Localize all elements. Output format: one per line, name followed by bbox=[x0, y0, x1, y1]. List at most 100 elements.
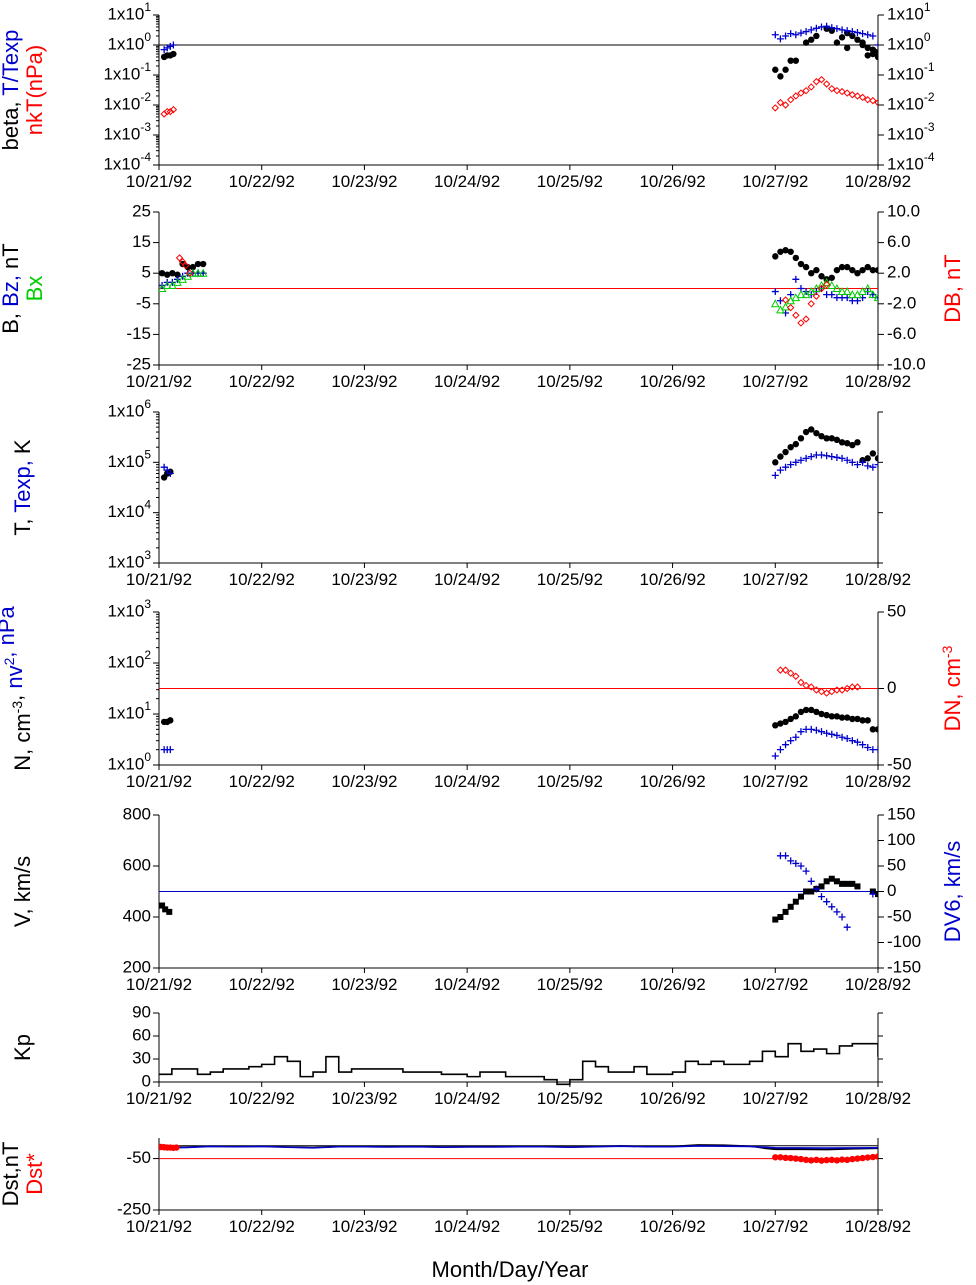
data-point bbox=[786, 669, 795, 677]
right-y-tick-label: -150 bbox=[887, 957, 921, 976]
data-point bbox=[828, 1156, 835, 1164]
data-point bbox=[849, 32, 856, 40]
data-point bbox=[802, 263, 810, 271]
right-y-tick-label: 150 bbox=[887, 804, 915, 823]
data-point bbox=[874, 746, 878, 754]
data-point bbox=[833, 713, 841, 720]
x-tick-label: 10/24/92 bbox=[434, 570, 500, 589]
data-point bbox=[838, 733, 846, 741]
data-point bbox=[772, 253, 779, 260]
chart-panel-7: 10/21/92 10/22/92 10/23/92 10/24/92 10/25/92… bbox=[0, 1138, 911, 1236]
x-tick-label: 10/27/92 bbox=[742, 172, 808, 191]
data-point bbox=[807, 26, 815, 34]
data-point bbox=[812, 686, 821, 694]
data-point bbox=[838, 454, 846, 462]
y-tick-label: 1x10-2 bbox=[103, 90, 151, 113]
right-y-tick-label: 2.0 bbox=[887, 263, 911, 282]
y-axis-title-part: K bbox=[10, 439, 35, 454]
data-point bbox=[818, 710, 825, 718]
right-axis-title-part: DV6, km/s bbox=[940, 841, 965, 942]
x-tick-label: 10/22/92 bbox=[229, 570, 295, 589]
data-point bbox=[163, 107, 171, 116]
x-tick-label: 10/26/92 bbox=[639, 975, 705, 994]
data-point bbox=[771, 752, 779, 760]
data-point bbox=[797, 893, 804, 900]
data-point bbox=[787, 715, 794, 723]
y-axis-title: B, Bz, nT bbox=[0, 243, 23, 334]
x-tick-label: 10/21/92 bbox=[126, 772, 192, 791]
data-point bbox=[853, 461, 861, 469]
data-point bbox=[792, 440, 800, 448]
y-axis-title-part: Dst,nT bbox=[0, 1142, 23, 1207]
data-point bbox=[807, 300, 815, 308]
x-tick-label: 10/25/92 bbox=[537, 975, 603, 994]
data-point bbox=[782, 247, 789, 254]
data-point bbox=[833, 39, 841, 46]
data-point bbox=[792, 275, 800, 283]
data-point bbox=[776, 466, 784, 474]
y-tick-label: 1x100 bbox=[107, 30, 151, 53]
data-point bbox=[849, 1155, 856, 1163]
right-y-tick-label: 50 bbox=[887, 601, 906, 620]
data-point bbox=[813, 32, 820, 40]
data-point bbox=[787, 737, 795, 745]
data-point bbox=[797, 319, 805, 327]
data-point bbox=[771, 471, 779, 479]
x-tick-label: 10/27/92 bbox=[742, 1217, 808, 1236]
data-point bbox=[787, 443, 794, 451]
data-point bbox=[787, 857, 795, 865]
chart-panel-6: 10/21/92 10/22/92 10/23/92 10/24/92 10/25/92… bbox=[10, 1002, 911, 1108]
data-point bbox=[853, 297, 861, 305]
y-tick-label: -25 bbox=[126, 354, 151, 373]
right-axis-title-part: DN, cm bbox=[940, 658, 965, 731]
data-point bbox=[808, 270, 815, 277]
series-group bbox=[159, 1143, 878, 1164]
y-axis-title-part: nkT(nPa) bbox=[22, 45, 47, 135]
right-y-tick-label: 1x10-4 bbox=[887, 150, 935, 173]
data-point bbox=[812, 292, 821, 300]
data-point bbox=[864, 717, 871, 724]
data-point bbox=[781, 302, 790, 311]
data-point bbox=[869, 32, 877, 40]
x-tick-label: 10/27/92 bbox=[742, 372, 808, 391]
data-point bbox=[878, 896, 884, 902]
data-point bbox=[854, 715, 861, 723]
x-tick-label: 10/23/92 bbox=[331, 772, 397, 791]
data-point bbox=[869, 266, 877, 274]
data-point bbox=[864, 44, 871, 52]
data-point bbox=[833, 878, 840, 885]
data-point bbox=[843, 735, 851, 743]
data-point bbox=[802, 706, 810, 714]
data-point bbox=[163, 466, 171, 474]
data-point bbox=[776, 35, 784, 43]
data-point bbox=[813, 429, 820, 437]
data-point bbox=[787, 1154, 794, 1162]
right-y-tick-label: 1x10-2 bbox=[887, 90, 935, 113]
data-point bbox=[781, 666, 790, 674]
data-point bbox=[771, 31, 779, 39]
data-point bbox=[833, 453, 841, 461]
data-point bbox=[777, 248, 784, 255]
y-axis-title: Kp bbox=[10, 1034, 35, 1061]
data-point bbox=[166, 107, 175, 116]
data-point bbox=[817, 687, 826, 696]
data-point bbox=[874, 455, 878, 462]
y-axis-title-part: N, cm bbox=[10, 713, 35, 770]
data-point bbox=[772, 1154, 779, 1161]
data-point bbox=[864, 744, 872, 752]
data-point bbox=[782, 32, 790, 40]
data-point bbox=[859, 41, 866, 49]
data-point bbox=[832, 283, 842, 292]
y-tick-label: -5 bbox=[136, 293, 151, 312]
data-point bbox=[849, 441, 856, 449]
data-point bbox=[833, 25, 841, 33]
right-y-tick-label: 0 bbox=[887, 881, 896, 900]
data-point bbox=[848, 737, 856, 745]
data-point bbox=[833, 86, 841, 95]
y-axis-title-part: Dst* bbox=[22, 1153, 47, 1195]
data-point bbox=[864, 52, 871, 59]
data-point bbox=[843, 27, 851, 35]
data-point bbox=[813, 708, 820, 716]
data-point bbox=[818, 451, 826, 459]
data-point bbox=[864, 31, 872, 39]
